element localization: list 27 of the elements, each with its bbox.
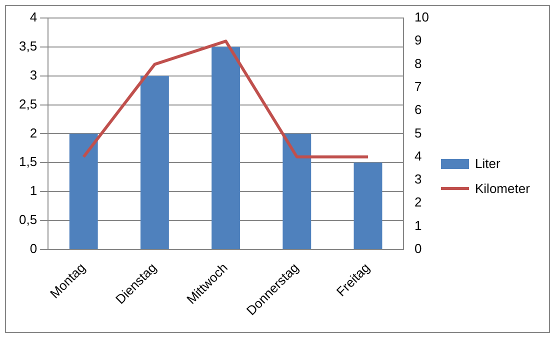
y2-tick-label: 0 [414, 241, 422, 256]
y2-tick-label: 7 [414, 79, 422, 94]
bar [140, 76, 169, 249]
y-tick-label: 2,5 [18, 96, 38, 112]
y2-tick-label: 5 [414, 125, 422, 140]
bar [212, 46, 240, 249]
y2-tick-label: 10 [414, 10, 430, 25]
legend-label: Liter [475, 156, 500, 171]
y2-tick-label: 4 [414, 148, 422, 164]
y-tick-label: 3,5 [18, 38, 38, 54]
legend-label: Kilometer [475, 181, 530, 196]
y-tick-label: 0,5 [18, 212, 38, 228]
bar [354, 162, 382, 249]
y-tick-label: 4 [30, 10, 38, 25]
y2-tick-label: 9 [414, 32, 422, 48]
y-tick-label: 3 [30, 67, 38, 82]
bar [282, 134, 312, 249]
y2-tick-label: 6 [414, 102, 422, 118]
y-tick-label: 1 [30, 183, 38, 198]
y2-tick-label: 3 [414, 172, 422, 187]
y2-tick-label: 2 [414, 194, 422, 210]
y-tick-label: 1,5 [18, 154, 38, 170]
y2-tick-label: 1 [414, 218, 422, 233]
y2-tick-label: 8 [414, 56, 422, 71]
bar [69, 134, 98, 249]
y-tick-label: 2 [30, 125, 38, 140]
y-tick-label: 0 [30, 241, 38, 256]
